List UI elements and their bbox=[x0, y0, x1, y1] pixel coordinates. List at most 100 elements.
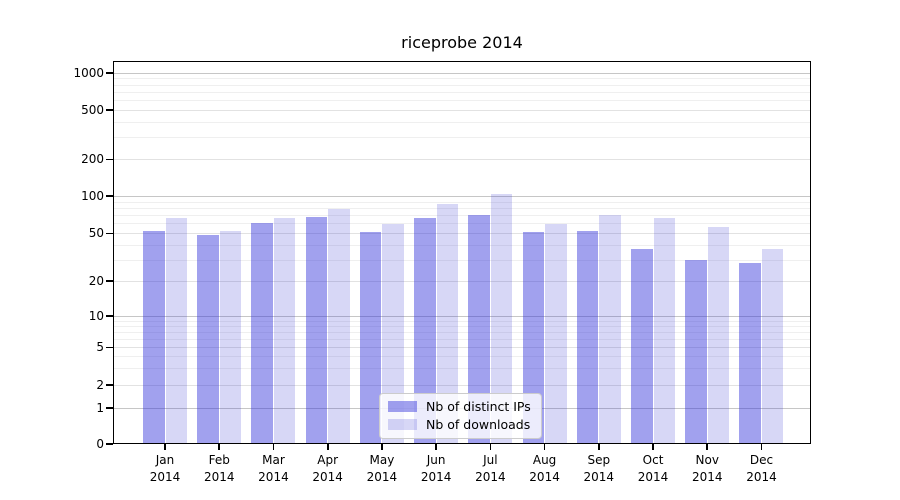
bar-downloads-nov bbox=[707, 227, 730, 444]
minor-gridline bbox=[113, 122, 811, 123]
minor-gridline bbox=[113, 244, 811, 246]
y-tick-label: 500 bbox=[81, 103, 104, 117]
legend-item-distinct-ips: Nb of distinct IPs bbox=[388, 399, 531, 414]
x-axis-tick bbox=[706, 444, 709, 450]
legend: Nb of distinct IPs Nb of downloads bbox=[379, 393, 542, 439]
x-tick-label-feb: Feb 2014 bbox=[203, 453, 235, 484]
y-tick-label: 2 bbox=[96, 378, 104, 392]
bar-downloads-mar bbox=[273, 218, 296, 444]
minor-gridline bbox=[113, 320, 811, 322]
x-tick-label-oct: Oct 2014 bbox=[637, 453, 669, 484]
major-gridline bbox=[113, 347, 811, 349]
chart-title: riceprobe 2014 bbox=[401, 33, 523, 52]
x-axis-tick bbox=[760, 444, 763, 450]
minor-gridline bbox=[113, 326, 811, 328]
x-axis-tick bbox=[489, 444, 492, 450]
major-gridline bbox=[113, 385, 811, 386]
legend-item-downloads: Nb of downloads bbox=[388, 417, 531, 432]
x-axis-tick bbox=[543, 444, 546, 450]
x-axis-tick bbox=[326, 444, 329, 450]
bar-distinct-ips-apr bbox=[305, 216, 328, 444]
major-gridline bbox=[113, 72, 811, 74]
minor-gridline bbox=[113, 201, 811, 203]
bar-distinct-ips-oct bbox=[631, 248, 653, 444]
y-tick-label: 1000 bbox=[73, 65, 104, 80]
y-axis-tick bbox=[106, 195, 113, 197]
x-axis-tick bbox=[272, 444, 275, 450]
y-tick-label: 200 bbox=[81, 152, 104, 167]
minor-gridline bbox=[113, 259, 811, 261]
y-axis-tick bbox=[106, 279, 113, 282]
y-tick-label: 1 bbox=[96, 401, 104, 415]
bar-downloads-apr bbox=[328, 208, 350, 444]
y-tick-label: 20 bbox=[88, 273, 104, 288]
bar-downloads-jun bbox=[436, 204, 459, 444]
major-gridline bbox=[113, 280, 811, 282]
x-tick-label-apr: Apr 2014 bbox=[312, 453, 343, 484]
bar-distinct-ips-aug bbox=[522, 232, 545, 444]
bar-downloads-oct bbox=[653, 217, 676, 444]
major-gridline bbox=[113, 196, 811, 197]
major-gridline bbox=[113, 316, 811, 317]
y-axis-tick bbox=[106, 109, 113, 111]
minor-gridline bbox=[113, 78, 811, 80]
x-tick-label-mar: Mar 2014 bbox=[258, 453, 289, 484]
y-tick-label: 0 bbox=[96, 437, 104, 451]
minor-gridline bbox=[113, 208, 811, 209]
major-gridline bbox=[113, 159, 811, 161]
y-axis-tick bbox=[106, 407, 113, 409]
bar-downloads-feb bbox=[219, 231, 242, 444]
minor-gridline bbox=[113, 91, 811, 93]
x-tick-label-may: May 2014 bbox=[366, 453, 398, 484]
bar-downloads-may bbox=[382, 224, 404, 444]
x-tick-label-nov: Nov 2014 bbox=[691, 453, 723, 484]
bar-distinct-ips-nov bbox=[685, 259, 707, 444]
bar-downloads-jul bbox=[490, 193, 513, 444]
minor-gridline bbox=[113, 356, 811, 358]
legend-label-downloads: Nb of downloads bbox=[426, 417, 531, 432]
minor-gridline bbox=[113, 215, 811, 217]
bar-distinct-ips-jun bbox=[414, 217, 436, 444]
x-axis-tick bbox=[435, 444, 438, 450]
legend-swatch-distinct-ips bbox=[388, 401, 417, 412]
minor-gridline bbox=[113, 368, 811, 370]
x-tick-label-dec: Dec 2014 bbox=[746, 453, 777, 484]
x-tick-label-aug: Aug 2014 bbox=[529, 453, 560, 484]
plot-area bbox=[113, 61, 811, 444]
minor-gridline bbox=[113, 223, 811, 225]
bar-distinct-ips-jan bbox=[143, 231, 165, 444]
y-tick-label: 50 bbox=[88, 226, 104, 241]
legend-label-distinct-ips: Nb of distinct IPs bbox=[426, 399, 531, 414]
x-tick-label-sep: Sep 2014 bbox=[583, 453, 615, 484]
minor-gridline bbox=[113, 339, 811, 341]
bar-distinct-ips-sep bbox=[576, 231, 599, 444]
minor-gridline bbox=[113, 332, 811, 334]
y-tick-label: 100 bbox=[81, 189, 104, 203]
x-axis-tick bbox=[381, 444, 383, 450]
y-axis-tick bbox=[106, 443, 113, 445]
x-tick-label-jan: Jan 2014 bbox=[149, 453, 181, 484]
bar-downloads-aug bbox=[545, 224, 567, 444]
minor-gridline bbox=[113, 100, 811, 102]
major-gridline bbox=[113, 110, 811, 111]
y-axis-tick bbox=[106, 71, 113, 74]
bar-distinct-ips-jul bbox=[468, 215, 490, 444]
major-gridline bbox=[113, 233, 811, 235]
y-axis-tick bbox=[106, 232, 113, 235]
x-tick-label-jun: Jun 2014 bbox=[420, 453, 452, 484]
y-axis-tick bbox=[106, 158, 113, 161]
x-axis-tick bbox=[598, 444, 600, 450]
bar-distinct-ips-mar bbox=[251, 222, 273, 444]
bar-distinct-ips-feb bbox=[197, 235, 219, 444]
y-tick-label: 5 bbox=[96, 340, 104, 355]
bar-distinct-ips-dec bbox=[739, 263, 761, 444]
x-axis-tick bbox=[218, 444, 221, 450]
y-axis-tick bbox=[106, 315, 113, 317]
x-axis-tick bbox=[164, 444, 166, 450]
bar-distinct-ips-may bbox=[359, 232, 382, 444]
bar-downloads-sep bbox=[599, 215, 621, 444]
minor-gridline bbox=[113, 137, 811, 139]
minor-gridline bbox=[113, 84, 811, 86]
plot-frame bbox=[113, 61, 811, 444]
